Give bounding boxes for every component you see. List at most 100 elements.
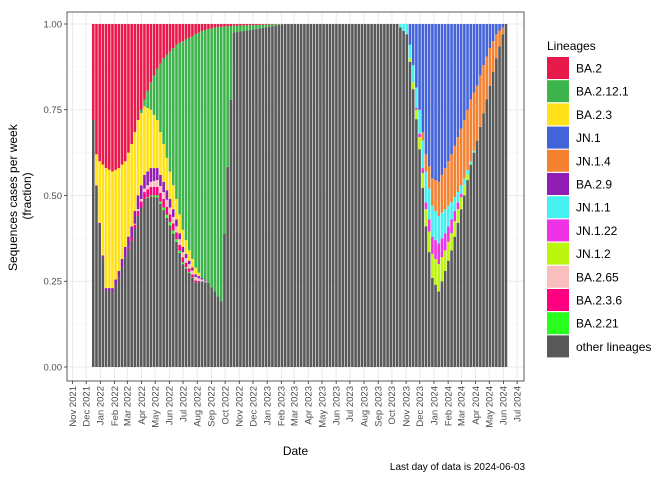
legend-swatch [547, 149, 569, 172]
bar-segment [187, 250, 191, 261]
bar-segment [277, 24, 281, 26]
bar-segment [213, 27, 217, 292]
bar-segment [274, 25, 277, 367]
bar-segment [290, 24, 293, 367]
bar-segment [482, 65, 485, 114]
bar-segment [152, 75, 156, 115]
bar-segment [405, 34, 409, 367]
bar-segment [447, 260, 450, 367]
bar-segment [443, 270, 447, 367]
bar-segment [283, 24, 287, 367]
x-tick-label: Aug 2022 [193, 386, 204, 427]
bar-segment [123, 161, 127, 247]
bar-segment [447, 226, 450, 242]
bar-segment [383, 24, 386, 367]
bar-segment [162, 207, 165, 211]
bar-segment [251, 25, 255, 30]
bar-segment [187, 37, 191, 251]
bar-segment [485, 99, 489, 368]
bar-segment [344, 24, 348, 367]
bar-segment [456, 24, 460, 138]
bar-segment [181, 252, 185, 258]
bar-segment [200, 279, 204, 282]
bar-segment [437, 216, 441, 244]
bar-segment [424, 154, 428, 172]
bar-segment [168, 24, 172, 52]
legend-label: BA.2.65 [576, 270, 619, 284]
bar-segment [184, 267, 188, 269]
bar-segment [386, 24, 389, 367]
bar-segment [194, 282, 197, 367]
bar-segment [418, 133, 421, 138]
legend-swatch [547, 289, 569, 311]
bar-segment [152, 114, 156, 169]
bar-segment [341, 24, 345, 367]
bar-segment [194, 34, 197, 268]
bar-segment [264, 27, 268, 367]
bar-segment [101, 255, 105, 258]
bar-segment [143, 192, 146, 199]
bar-segment [488, 85, 492, 368]
bar-segment [101, 24, 105, 165]
y-tick-label: 1.00 [44, 19, 63, 30]
bar-segment [219, 24, 223, 27]
bar-segment [143, 174, 146, 189]
bar-segment [479, 126, 482, 368]
bar-segment [421, 173, 425, 188]
bar-segment [501, 24, 505, 28]
bar-segment [143, 24, 146, 100]
bar-segment [117, 168, 121, 271]
bar-segment [98, 222, 101, 225]
bar-segment [248, 25, 252, 30]
bar-segment [424, 171, 428, 203]
bar-segment [328, 24, 332, 367]
bar-segment [120, 267, 124, 367]
bar-segment [456, 202, 460, 210]
bar-segment [181, 246, 185, 253]
bar-segment [370, 24, 373, 367]
bar-segment [431, 178, 434, 206]
bar-segment [488, 48, 492, 86]
bar-segment [187, 271, 191, 273]
bar-segment [242, 25, 245, 31]
bar-segment [130, 144, 133, 227]
bar-segment [168, 225, 172, 367]
bar-segment [101, 257, 105, 367]
bar-segment [207, 24, 210, 30]
bar-segment [127, 249, 130, 367]
bar-segment [98, 224, 101, 367]
plot-frame [66, 11, 525, 382]
bar-segment [411, 89, 415, 368]
legend-label: JN.1.1 [576, 201, 611, 215]
bar-segment [251, 24, 255, 26]
bar-segment [411, 24, 415, 66]
bar-segment [453, 24, 457, 146]
bar-segment [472, 150, 476, 153]
bar-segment [440, 257, 444, 282]
bar-segment [261, 24, 265, 28]
bar-segment [139, 113, 143, 186]
bar-segment [431, 24, 434, 179]
bar-segment [139, 109, 143, 114]
bar-segment [421, 168, 425, 174]
bar-segment [456, 192, 460, 203]
x-tick-label: Oct 2023 [387, 386, 398, 425]
bar-segment [379, 24, 383, 367]
bar-segment [216, 27, 220, 297]
bar-segment [175, 239, 178, 242]
bar-segment [437, 291, 441, 367]
bar-segment [175, 226, 178, 233]
bar-segment [280, 24, 284, 367]
bar-segment [415, 24, 418, 88]
bar-segment [315, 24, 319, 367]
legend-label: BA.2.3 [576, 108, 612, 122]
bar-segment [299, 24, 303, 367]
legend-swatch [547, 126, 569, 149]
bar-segment [405, 24, 409, 35]
legend-label: BA.2.21 [576, 317, 619, 331]
bar-segment [107, 288, 111, 291]
bar-segment [443, 209, 447, 234]
x-tick-label: Nov 2023 [401, 386, 412, 427]
x-tick-label: Apr 2024 [471, 386, 482, 425]
bar-segment [114, 24, 117, 170]
